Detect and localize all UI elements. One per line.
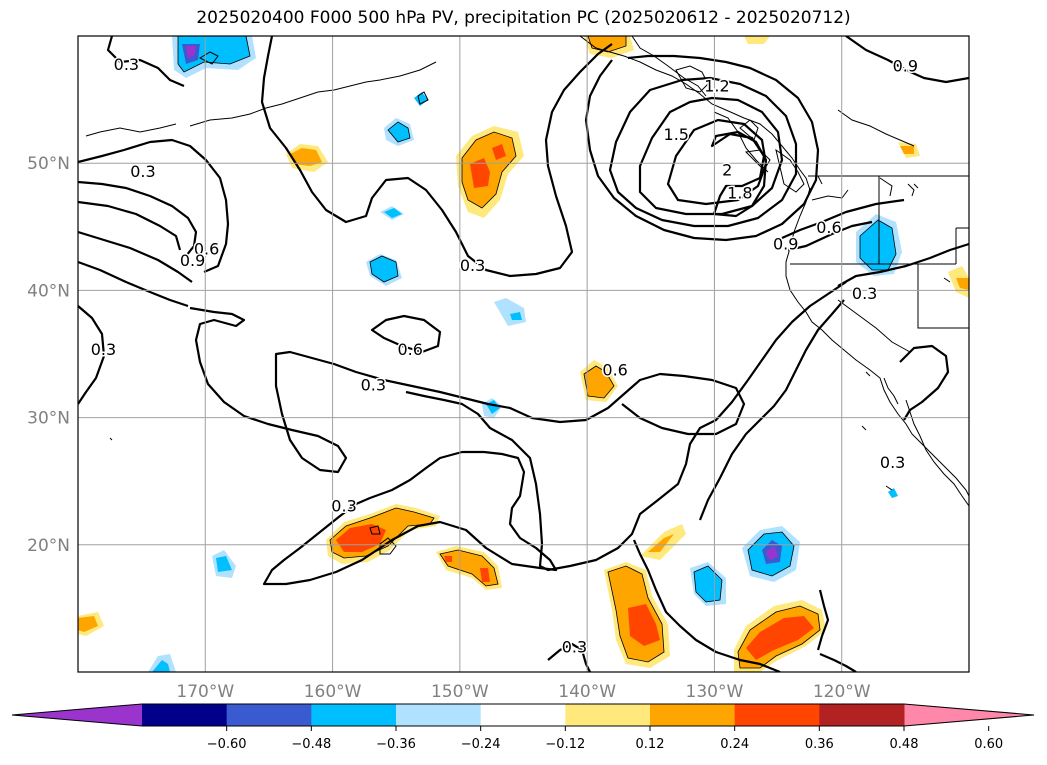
gridlines [78,36,969,672]
contour-label: 1.5 [664,125,689,144]
contour-label: 0.6 [816,218,841,237]
contour-label: 0.9 [180,251,205,270]
contour-label: 2 [722,161,732,180]
colorbar-segment [650,704,736,726]
colorbar-tick-label: 0.36 [805,737,834,752]
colorbar-tick-label: 0.12 [636,737,665,752]
lat-tick-label: 20°N [27,536,70,556]
lon-tick-label: 130°W [686,682,744,702]
colorbar-outline [11,703,1035,727]
lon-tick-label: 160°W [304,682,362,702]
lat-tick-label: 50°N [27,154,70,174]
colorbar-tick-label: −0.60 [207,737,247,752]
lon-tick-label: 170°W [176,682,234,702]
contour-label: 0.3 [562,638,587,657]
precip-shading [78,36,969,672]
colorbar-tick-label: 0.24 [720,737,749,752]
lon-tick-label: 150°W [431,682,489,702]
colorbar-segment [311,704,397,726]
lon-tick-label: 120°W [813,682,871,702]
coastlines [85,36,969,555]
contour-label: 0.9 [893,56,918,75]
colorbar-tick-label: −0.24 [461,737,501,752]
contour-label: 0.3 [130,162,155,181]
contour-label: 0.9 [773,234,798,253]
contour-label: 0.3 [114,55,139,74]
chart-title: 2025020400 F000 500 hPa PV, precipitatio… [196,8,851,28]
lon-tick-label: 140°W [558,682,616,702]
contour-label: 0.6 [194,239,219,258]
colorbar-segment [480,704,566,726]
colorbar-segment [734,704,820,726]
colorbar-tick-label: 0.48 [890,737,919,752]
contour-label: 1.2 [704,77,729,96]
contour-label: 0.3 [880,453,905,472]
colorbar-extend-max [904,704,1034,726]
lat-tick-label: 30°N [27,409,70,429]
contour-label: 1.8 [727,183,752,202]
colorbar-segment [565,704,651,726]
colorbar-segment [819,704,905,726]
map-frame [77,35,970,673]
colorbar-tick-label: −0.36 [376,737,416,752]
colorbar-segment [142,704,228,726]
contour-labels: 0.3 0.91.21.51.820.90.60.30.60.9 0.30.30.3… [89,53,919,658]
contour-label: 0.6 [602,360,627,379]
colorbar-segment [396,704,482,726]
contour-label: 0.3 [460,256,485,275]
colorbar: −0.60 −0.48 −0.36 −0.24 −0.12 0.12 0.24 0.36 0.4… [11,703,1035,752]
colorbar-tick-label: 0.60 [974,737,1003,752]
pv-contours [78,36,969,672]
precip-outlines [177,36,897,669]
colorbar-tick-label: −0.12 [545,737,585,752]
contour-label: 0.3 [361,376,386,395]
lat-tick-labels: 50°N 40°N 30°N 20°N [27,154,70,556]
lat-tick-label: 40°N [27,281,70,301]
colorbar-tick-label: −0.48 [291,737,331,752]
contour-label: 0.6 [397,340,422,359]
colorbar-segment [226,704,312,726]
lon-tick-labels: 170°W 160°W 150°W 140°W 130°W 120°W [176,682,870,702]
contour-label: 0.3 [91,340,116,359]
contour-label: 0.3 [852,284,877,303]
contour-label: 0.3 [331,496,356,515]
colorbar-extend-min [12,704,142,726]
